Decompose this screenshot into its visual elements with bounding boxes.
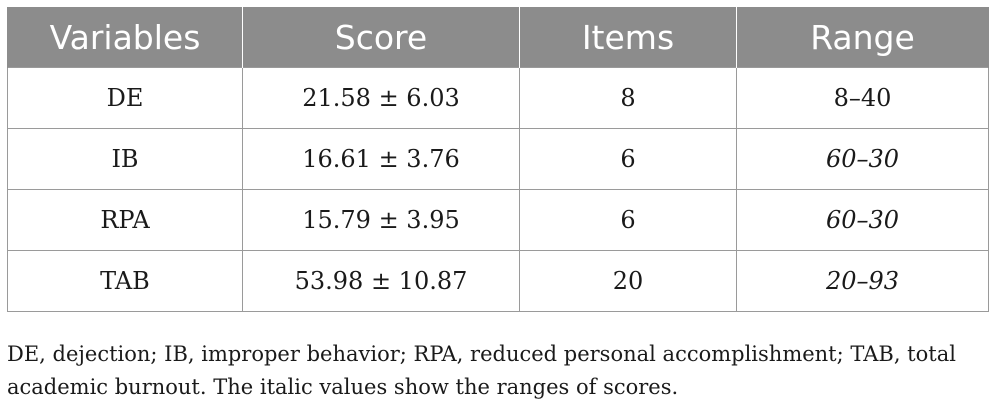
cell-score: 21.58 ± 6.03 (242, 67, 520, 129)
header-range: Range (736, 7, 989, 68)
cell-variable: IB (7, 128, 243, 190)
table-row: IB 16.61 ± 3.76 6 60–30 (7, 128, 989, 190)
cell-variable: TAB (7, 250, 243, 312)
cell-variable: DE (7, 67, 243, 129)
cell-items: 20 (519, 250, 737, 312)
table-footnote: DE, dejection; IB, improper behavior; RP… (7, 342, 956, 399)
table-row: DE 21.58 ± 6.03 8 8–40 (7, 67, 989, 129)
cell-score: 15.79 ± 3.95 (242, 189, 520, 251)
cell-range: 60–30 (736, 128, 989, 190)
cell-score: 16.61 ± 3.76 (242, 128, 520, 190)
burnout-scores-table: Variables Score Items Range DE 21.58 ± 6… (7, 7, 989, 312)
header-row: Variables Score Items Range (7, 7, 989, 68)
cell-range: 8–40 (736, 67, 989, 129)
table-header: Variables Score Items Range (7, 7, 989, 68)
cell-variable: RPA (7, 189, 243, 251)
header-items: Items (519, 7, 737, 68)
cell-items: 8 (519, 67, 737, 129)
header-score: Score (242, 7, 520, 68)
table-body: DE 21.58 ± 6.03 8 8–40 IB 16.61 ± 3.76 6… (7, 67, 989, 312)
cell-range: 60–30 (736, 189, 989, 251)
cell-items: 6 (519, 128, 737, 190)
table-row: TAB 53.98 ± 10.87 20 20–93 (7, 250, 989, 312)
cell-score: 53.98 ± 10.87 (242, 250, 520, 312)
cell-items: 6 (519, 189, 737, 251)
header-variables: Variables (7, 7, 243, 68)
data-table-container: Variables Score Items Range DE 21.58 ± 6… (7, 7, 989, 312)
table-row: RPA 15.79 ± 3.95 6 60–30 (7, 189, 989, 251)
cell-range: 20–93 (736, 250, 989, 312)
